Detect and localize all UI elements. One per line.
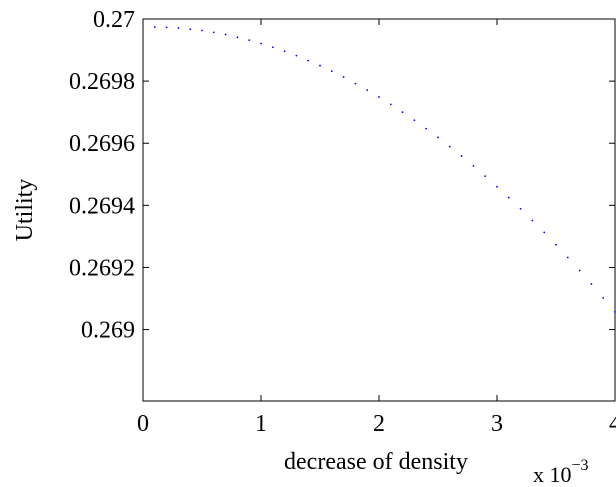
data-point — [271, 46, 274, 49]
data-point — [212, 31, 215, 34]
x-axis-multiplier: x 10−3 — [533, 457, 589, 487]
x-tick-label: 2 — [373, 411, 385, 437]
data-point — [153, 26, 156, 28]
data-points-group — [153, 26, 616, 313]
x-axis-label: decrease of density — [284, 449, 468, 475]
data-point — [201, 29, 203, 32]
data-point — [260, 42, 262, 45]
data-point — [507, 196, 510, 199]
data-point — [472, 164, 475, 167]
data-point — [614, 310, 616, 313]
data-point — [330, 70, 333, 73]
ticks-group — [142, 18, 616, 401]
data-point — [555, 243, 557, 246]
x-multiplier-exponent: −3 — [572, 457, 589, 474]
data-point — [413, 119, 416, 122]
y-tick-label: 0.2698 — [69, 69, 135, 95]
data-point — [496, 185, 498, 188]
data-point — [401, 111, 404, 114]
data-point — [602, 296, 605, 299]
data-point — [484, 175, 487, 178]
data-point — [307, 59, 310, 62]
data-point — [425, 127, 428, 130]
data-point — [295, 54, 298, 57]
data-point — [448, 145, 451, 148]
data-point — [283, 50, 286, 53]
data-point — [224, 33, 227, 36]
x-tick-label: 1 — [255, 411, 267, 437]
plot-area — [142, 18, 616, 402]
data-point — [566, 256, 569, 259]
data-point — [590, 283, 593, 285]
y-tick-label: 0.27 — [93, 7, 135, 33]
data-point — [543, 231, 546, 234]
y-tick-label: 0.2694 — [69, 193, 135, 219]
data-point — [236, 36, 239, 39]
data-point — [389, 103, 392, 106]
data-point — [248, 39, 251, 42]
data-point — [460, 155, 463, 157]
data-point — [165, 26, 168, 29]
y-tick-label: 0.2692 — [69, 255, 135, 281]
data-point — [531, 219, 534, 222]
data-point — [354, 82, 357, 85]
x-tick-label: 0 — [137, 411, 149, 437]
x-tick-label: 4 — [609, 411, 616, 437]
y-tick-label: 0.2696 — [69, 131, 135, 157]
data-point — [578, 269, 581, 272]
data-point — [177, 27, 180, 29]
data-point — [319, 64, 321, 67]
data-point — [342, 76, 345, 78]
data-point — [437, 136, 439, 139]
y-tick-label: 0.269 — [81, 318, 135, 344]
y-axis-label: Utility — [12, 179, 38, 242]
data-point — [378, 96, 380, 98]
data-point — [366, 89, 369, 92]
x-multiplier-base: x 10 — [533, 462, 572, 487]
data-point — [519, 207, 522, 210]
data-point — [189, 28, 192, 31]
x-tick-label: 3 — [491, 411, 503, 437]
tick-labels-group: 0 1 2 3 4 0.269 0.2692 0.2694 0.2696 0.2698 0.27 — [69, 7, 616, 437]
